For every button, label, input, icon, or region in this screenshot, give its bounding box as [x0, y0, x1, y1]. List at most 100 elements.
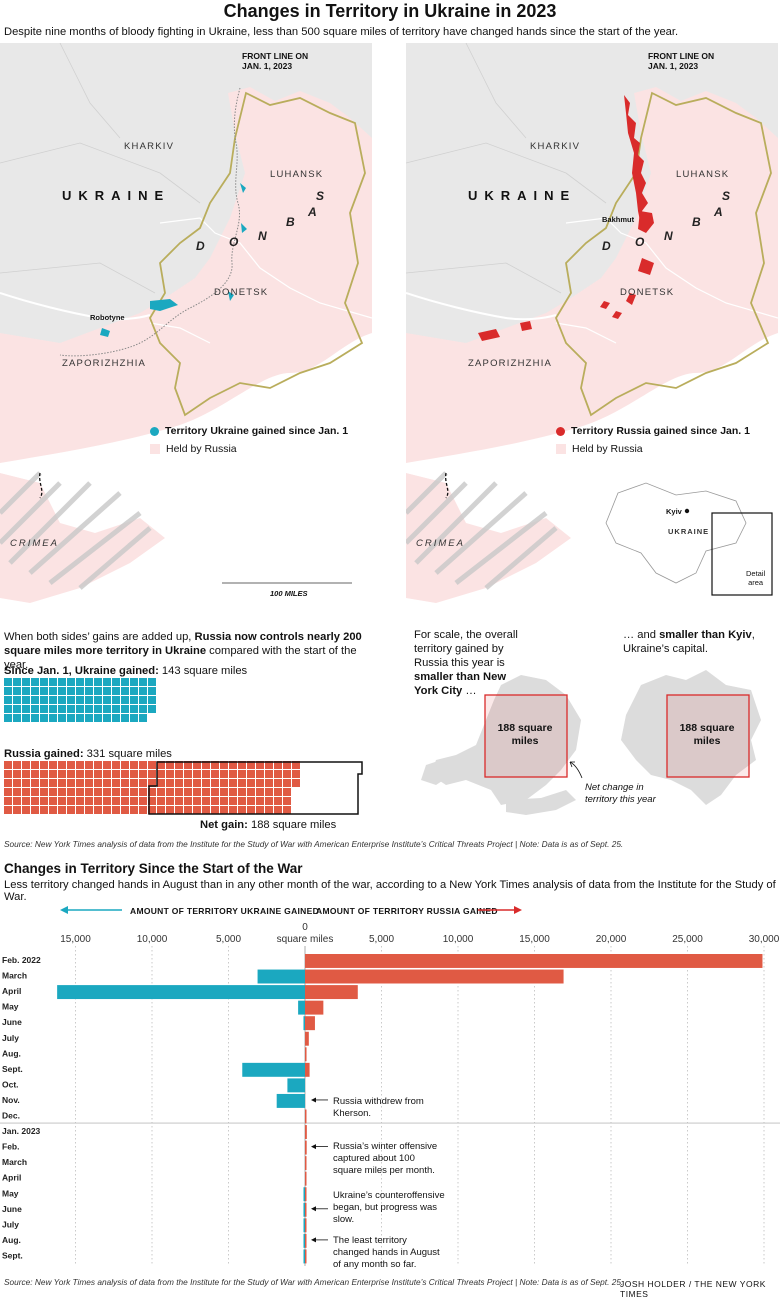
waffle-square-russia	[130, 770, 138, 778]
waffle-square-russia	[193, 770, 201, 778]
waffle-square-russia	[40, 761, 48, 769]
map-left-graphic	[0, 43, 372, 606]
waffle-square-ukraine	[121, 687, 129, 695]
map-left: KHARKIV UKRAINE LUHANSK D O N B A S DONE…	[0, 43, 372, 606]
waffle-square-russia	[22, 761, 30, 769]
label-ukraine: UKRAINE	[62, 188, 171, 203]
waffle-square-russia	[22, 770, 30, 778]
waffle-square-russia	[274, 761, 282, 769]
waffle-square-russia	[67, 788, 75, 796]
waffle-square-russia	[130, 761, 138, 769]
comparison-intro-plain: When both sides’ gains are added up,	[4, 631, 195, 643]
category-label: June	[2, 1204, 22, 1214]
waffle-square-russia	[238, 779, 246, 787]
bar-ukraine	[303, 1187, 305, 1202]
waffle-square-russia	[121, 770, 129, 778]
legend-held-left: Held by Russia	[150, 443, 237, 455]
scale-nyc-text: For scale, the overall territory gained …	[414, 628, 524, 698]
legend-held-right: Held by Russia	[556, 443, 643, 455]
waffle-square-ukraine	[4, 705, 12, 713]
waffle-square-ukraine	[40, 705, 48, 713]
label-kharkiv: KHARKIV	[124, 141, 175, 152]
waffle-square-ukraine	[112, 696, 120, 704]
axis-unit-label: square miles	[277, 934, 334, 945]
net-gain-label: Net gain:	[200, 819, 248, 831]
waffle-square-ukraine	[22, 705, 30, 713]
waffle-square-ukraine	[49, 687, 57, 695]
ukraine-gained-value: 143 square miles	[158, 665, 248, 677]
waffle-square-ukraine	[85, 714, 93, 722]
waffle-square-ukraine	[85, 687, 93, 695]
waffle-square-ukraine	[13, 687, 21, 695]
waffle-square-russia	[283, 779, 291, 787]
annotation-arrowhead	[311, 1144, 316, 1150]
waffle-square-ukraine	[13, 696, 21, 704]
waffle-square-russia	[4, 779, 12, 787]
waffle-square-russia	[76, 761, 84, 769]
waffle-square-ukraine	[85, 678, 93, 686]
label-donbas-o: O	[229, 235, 239, 249]
waffle-square-russia	[22, 797, 30, 805]
waffle-square-ukraine	[94, 705, 102, 713]
waffle-square-ukraine	[130, 687, 138, 695]
waffle-square-russia	[220, 788, 228, 796]
waffle-square-russia	[256, 779, 264, 787]
locator-kyiv: Kyiv	[666, 507, 682, 516]
waffle-square-russia	[76, 770, 84, 778]
waffle-square-russia	[58, 806, 66, 814]
comparison-intro: When both sides’ gains are added up, Rus…	[4, 630, 372, 672]
waffle-square-russia	[58, 761, 66, 769]
waffle-square-russia	[112, 770, 120, 778]
waffle-square-russia	[265, 788, 273, 796]
waffle-square-russia	[220, 797, 228, 805]
waffle-square-russia	[220, 761, 228, 769]
bar-ukraine	[276, 1093, 305, 1108]
waffle-square-russia	[256, 797, 264, 805]
waffle-square-russia	[265, 797, 273, 805]
waffle-square-russia	[274, 797, 282, 805]
bar-russia	[305, 1047, 307, 1062]
waffle-square-russia	[175, 788, 183, 796]
label-donbas-r-s: S	[722, 189, 731, 203]
waffle-square-ukraine	[67, 714, 75, 722]
waffle-square-russia	[49, 788, 57, 796]
waffle-square-ukraine	[76, 687, 84, 695]
waffle-square-russia	[85, 788, 93, 796]
waffle-square-russia	[121, 761, 129, 769]
waffle-square-ukraine	[67, 678, 75, 686]
waffle-square-russia	[94, 806, 102, 814]
waffle-square-russia	[31, 770, 39, 778]
waffle-square-russia	[247, 806, 255, 814]
legend-russia-gain: Territory Russia gained since Jan. 1	[556, 425, 750, 437]
waffle-square-russia	[94, 779, 102, 787]
waffle-square-ukraine	[76, 714, 84, 722]
waffle-square-russia	[184, 779, 192, 787]
annotation-arrowhead	[311, 1206, 316, 1212]
label-crimea-r: CRIMEA	[416, 538, 465, 549]
category-label: Feb.	[2, 1142, 19, 1152]
waffle-square-russia	[139, 770, 147, 778]
category-label: April	[2, 986, 21, 996]
category-label: Sept.	[2, 1250, 23, 1260]
credit: JOSH HOLDER / THE NEW YORK TIMES	[620, 1279, 766, 1299]
net-gain-line: Net gain: 188 square miles	[200, 818, 336, 832]
waffle-square-ukraine	[58, 678, 66, 686]
waffle-square-ukraine	[103, 705, 111, 713]
waffle-square-russia	[265, 806, 273, 814]
waffle-square-russia	[166, 806, 174, 814]
waffle-square-ukraine	[49, 705, 57, 713]
waffle-square-russia	[211, 770, 219, 778]
waffle-square-russia	[193, 761, 201, 769]
waffle-square-russia	[112, 806, 120, 814]
waffle-square-russia	[76, 788, 84, 796]
city-shapes	[421, 670, 761, 815]
waffle-square-russia	[238, 761, 246, 769]
waffle-square-ukraine	[4, 714, 12, 722]
waffle-square-russia	[283, 788, 291, 796]
bar-russia	[305, 1125, 307, 1139]
waffle-square-ukraine	[103, 687, 111, 695]
waffle-square-russia	[220, 770, 228, 778]
waffle-square-ukraine	[148, 696, 156, 704]
waffle-square-ukraine	[58, 705, 66, 713]
waffle-square-russia	[4, 761, 12, 769]
